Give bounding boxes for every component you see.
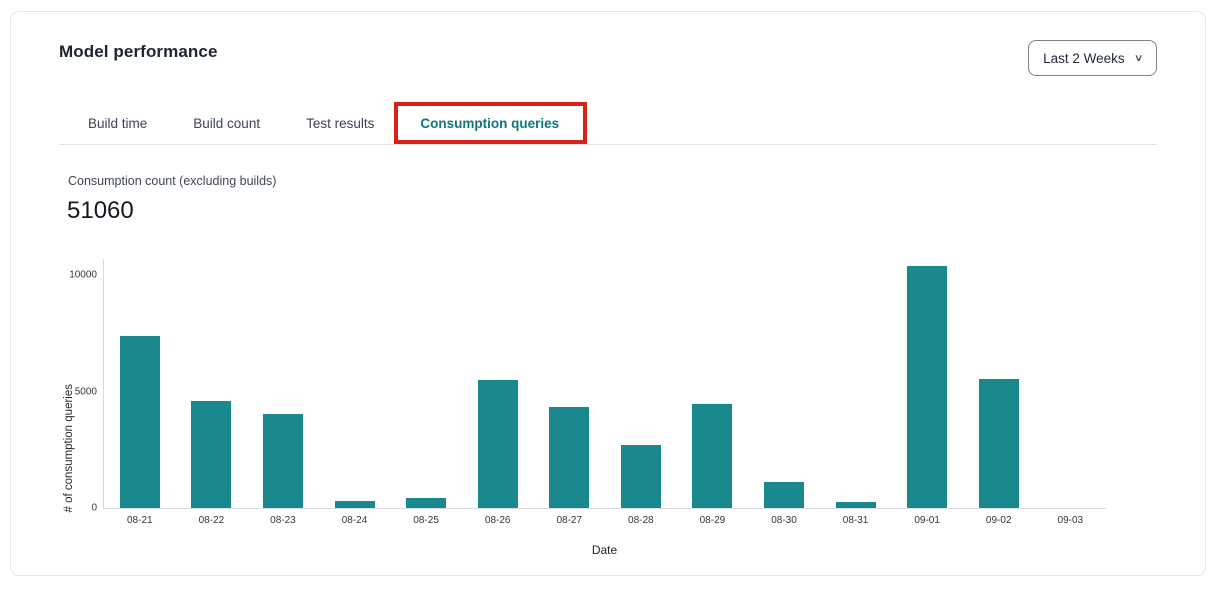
tab-test-results[interactable]: Test results [306, 115, 375, 131]
bar-08-28 [620, 445, 661, 508]
bar-08-22 [191, 400, 232, 508]
tab-build-time[interactable]: Build time [88, 115, 148, 131]
bar-08-27 [549, 407, 590, 508]
x-tick-label: 08-24 [341, 515, 368, 526]
x-tick-label: 08-29 [699, 515, 726, 526]
chevron-down-icon: ∨ [1133, 52, 1144, 64]
x-tick-label: 08-21 [126, 515, 153, 526]
bar-slot-08-25: 08-25 [390, 259, 462, 526]
bar-slot-08-23: 08-23 [247, 259, 319, 526]
bar-slot-08-24: 08-24 [319, 259, 391, 526]
page-title: Model performance [59, 42, 218, 61]
x-axis-title: Date [591, 543, 618, 557]
bar-slot-09-01: 09-01 [891, 259, 963, 526]
bar-08-23 [262, 413, 303, 508]
bar-slot-09-02: 09-02 [963, 259, 1035, 526]
x-tick-label: 08-27 [556, 515, 583, 526]
bar-08-30 [763, 482, 804, 508]
stat-label: Consumption count (excluding builds) [68, 174, 277, 188]
bar-08-24 [334, 501, 375, 508]
bar-slot-08-22: 08-22 [176, 259, 248, 526]
y-tick-label: 10000 [69, 269, 97, 281]
bar-slot-08-27: 08-27 [533, 259, 605, 526]
x-tick-label: 08-25 [413, 515, 439, 526]
model-performance-card: Model performance Last 2 Weeks ∨ Build t… [10, 11, 1206, 576]
y-tick-label: 0 [91, 502, 97, 514]
bar-09-01 [907, 265, 948, 508]
x-tick-label: 09-02 [985, 515, 1012, 526]
bar-08-26 [477, 379, 518, 508]
x-tick-label: 08-28 [628, 515, 654, 526]
bar-slot-08-31: 08-31 [820, 259, 892, 526]
x-tick-label: 08-26 [484, 515, 511, 526]
bar-08-21 [119, 335, 160, 508]
x-tick-label: 09-03 [1057, 515, 1084, 526]
bar-slot-08-30: 08-30 [748, 259, 820, 526]
bar-08-25 [406, 498, 447, 508]
bar-slot-09-03: 09-03 [1035, 259, 1107, 526]
x-tick-label: 09-01 [914, 515, 940, 526]
bar-08-31 [835, 502, 876, 508]
x-tick-label: 08-22 [198, 515, 225, 526]
tab-build-count[interactable]: Build count [193, 115, 261, 131]
x-tick-label: 08-30 [771, 515, 797, 526]
x-tick-label: 08-31 [842, 515, 869, 526]
bar-08-29 [692, 404, 733, 508]
tab-consumption-queries-label: Consumption queries [420, 115, 560, 131]
x-tick-label: 08-23 [270, 515, 296, 526]
consumption-queries-chart: # of consumption queries 08-21 08-22 08-23… [11, 12, 1205, 575]
bar-slot-08-28: 08-28 [605, 259, 677, 526]
stat-value: 51060 [67, 197, 134, 224]
bar-09-02 [978, 378, 1019, 508]
bar-slot-08-26: 08-26 [462, 259, 534, 526]
y-tick-label: 5000 [74, 386, 97, 397]
plot-area: 08-21 08-22 08-23 08-24 08-25 08-26 08-27 08-28… [69, 259, 1107, 526]
date-range-dropdown[interactable]: Last 2 Weeks ∨ [1028, 40, 1157, 76]
date-range-value: Last 2 Weeks [1043, 50, 1125, 66]
bar-slot-08-29: 08-29 [677, 259, 749, 526]
bar-slot-08-21: 08-21 [104, 259, 176, 526]
tab-bar: Build time Build count Test results Cons… [59, 101, 1157, 145]
